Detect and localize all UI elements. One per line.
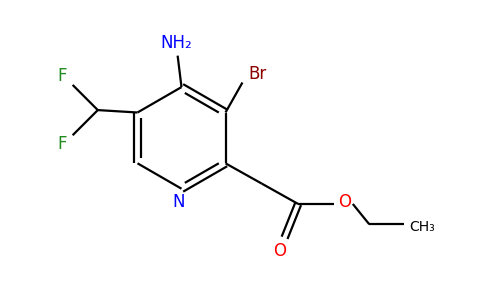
Text: NH₂: NH₂ xyxy=(161,34,193,52)
Text: Br: Br xyxy=(249,65,267,83)
Text: CH₃: CH₃ xyxy=(409,220,436,234)
Text: F: F xyxy=(57,135,67,153)
Text: O: O xyxy=(339,193,351,211)
Text: N: N xyxy=(173,193,185,211)
Text: F: F xyxy=(57,67,67,85)
Text: O: O xyxy=(273,242,286,260)
